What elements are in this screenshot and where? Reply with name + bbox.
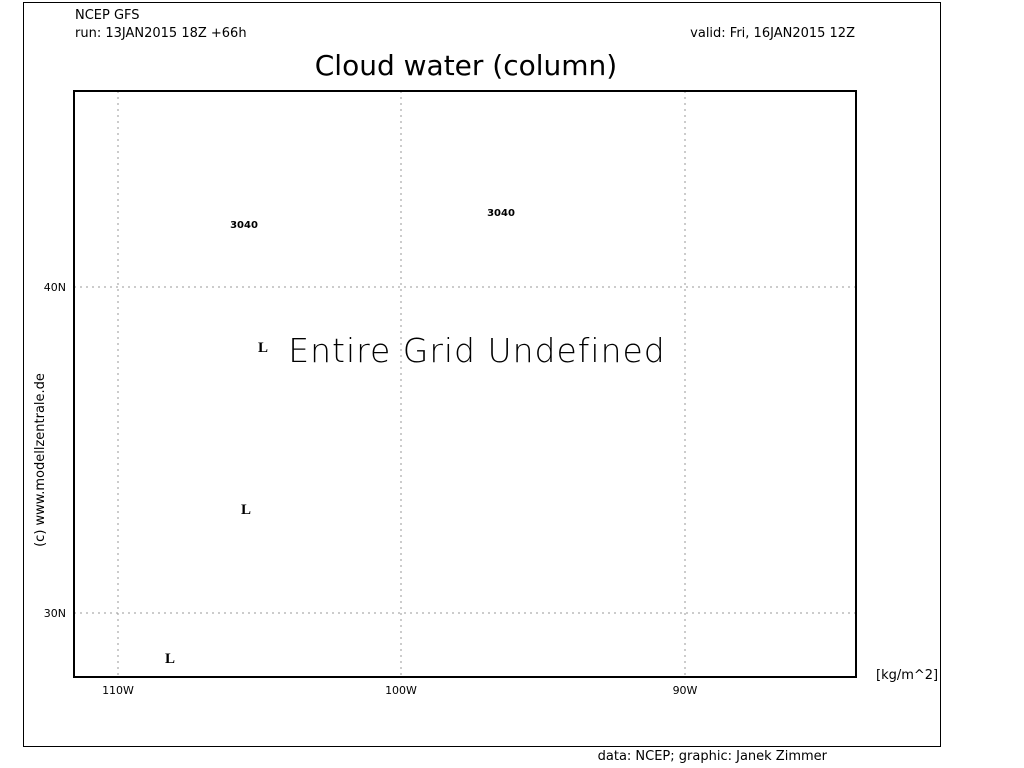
x-label: 100W	[385, 684, 417, 697]
undefined-message: Entire Grid Undefined	[288, 331, 666, 370]
y-label: 40N	[44, 281, 66, 294]
source: NCEP GFS	[75, 8, 140, 23]
low-pressure: L	[165, 651, 175, 667]
map-frame	[73, 90, 857, 678]
contour-label: 3040	[230, 220, 258, 231]
run-time: run: 13JAN2015 18Z +66h	[75, 26, 247, 41]
contour-label: 3040	[487, 208, 515, 219]
credits: data: NCEP; graphic: Janek Zimmer	[598, 749, 828, 764]
title: Cloud water (column)	[315, 49, 617, 82]
low-pressure: L	[258, 340, 268, 356]
copyright: (c) www.modellzentrale.de	[33, 373, 48, 547]
x-label: 110W	[102, 684, 134, 697]
outer-frame	[23, 2, 941, 747]
unit: [kg/m^2]	[876, 668, 938, 683]
low-pressure: L	[241, 502, 251, 518]
x-label: 90W	[673, 684, 698, 697]
valid-time: valid: Fri, 16JAN2015 12Z	[690, 26, 855, 41]
y-label: 30N	[44, 607, 66, 620]
